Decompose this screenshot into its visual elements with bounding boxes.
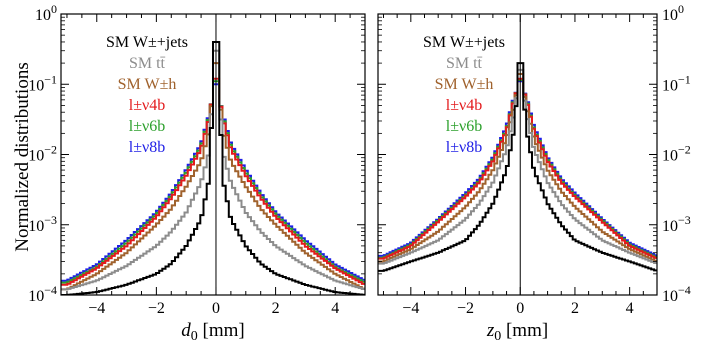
y-tick-label: 10−4 xyxy=(662,283,691,305)
legend-entry: SM W±h xyxy=(435,76,494,93)
d0-panel: −4 −2 0 2 4 10−4 10−3 10−2 10−1 100 d0 [mm] SM W±+j… xyxy=(28,2,366,343)
legend-entry: SM W±+jets xyxy=(106,34,188,51)
legend-entry: SM W±h xyxy=(118,76,177,93)
x-ticks xyxy=(378,13,658,296)
legend-entry: l±ν6b xyxy=(446,118,482,135)
x-tick-label: 2 xyxy=(571,300,579,317)
x-tick-label: −4 xyxy=(88,300,105,317)
x-ticks xyxy=(61,13,366,296)
y-tick-label: 10−1 xyxy=(28,72,57,94)
x-axis-label: z0 [mm] xyxy=(486,320,548,343)
y-tick-label: 10−3 xyxy=(662,213,691,235)
y-tick-label: 10−1 xyxy=(662,72,691,94)
legend-entry: SM tt̄ xyxy=(446,55,483,72)
legend-entry: l±ν8b xyxy=(446,139,482,156)
x-tick-label: −2 xyxy=(148,300,165,317)
z0-panel: −4 −2 0 2 4 10−4 10−3 10−2 10−1 100 z0 [mm] SM W±+j… xyxy=(377,2,691,343)
y-tick-label: 100 xyxy=(662,2,684,24)
legend-entry: SM tt̄ xyxy=(129,55,166,72)
series-line xyxy=(61,41,365,295)
x-tick-label: 2 xyxy=(272,300,280,317)
x-axis-label: d0 [mm] xyxy=(181,320,244,343)
legend-entry: l±ν6b xyxy=(129,118,165,135)
legend-entry: l±ν8b xyxy=(129,139,165,156)
legend: SM W±+jets SM tt̄ SM W±h l±ν4b l±ν6b l±ν8b xyxy=(106,34,188,156)
axes-frame xyxy=(377,13,658,296)
x-tick-label: 0 xyxy=(516,300,524,317)
series-line xyxy=(378,80,657,257)
x-tick-label: 4 xyxy=(331,300,339,317)
y-axis-label: Normalized distributions xyxy=(12,62,33,251)
y-tick-label: 10−3 xyxy=(28,213,57,235)
y-tick-label: 10−2 xyxy=(662,143,691,165)
plot-area xyxy=(61,41,365,295)
legend: SM W±+jets SM tt̄ SM W±h l±ν4b l±ν6b l±ν8b xyxy=(423,34,505,156)
x-tick-label: 0 xyxy=(212,300,220,317)
y-tick-label: 10−4 xyxy=(28,283,57,305)
x-tick-label: −4 xyxy=(402,300,419,317)
legend-entry: SM W±+jets xyxy=(423,34,505,51)
legend-entry: l±ν4b xyxy=(446,97,482,114)
x-tick-label: −2 xyxy=(457,300,474,317)
legend-entry: l±ν4b xyxy=(129,97,165,114)
plot-area xyxy=(378,62,657,272)
y-tick-label: 10−2 xyxy=(28,143,57,165)
series-line xyxy=(378,62,657,272)
y-tick-label: 100 xyxy=(35,2,57,24)
x-tick-label: 4 xyxy=(626,300,634,317)
